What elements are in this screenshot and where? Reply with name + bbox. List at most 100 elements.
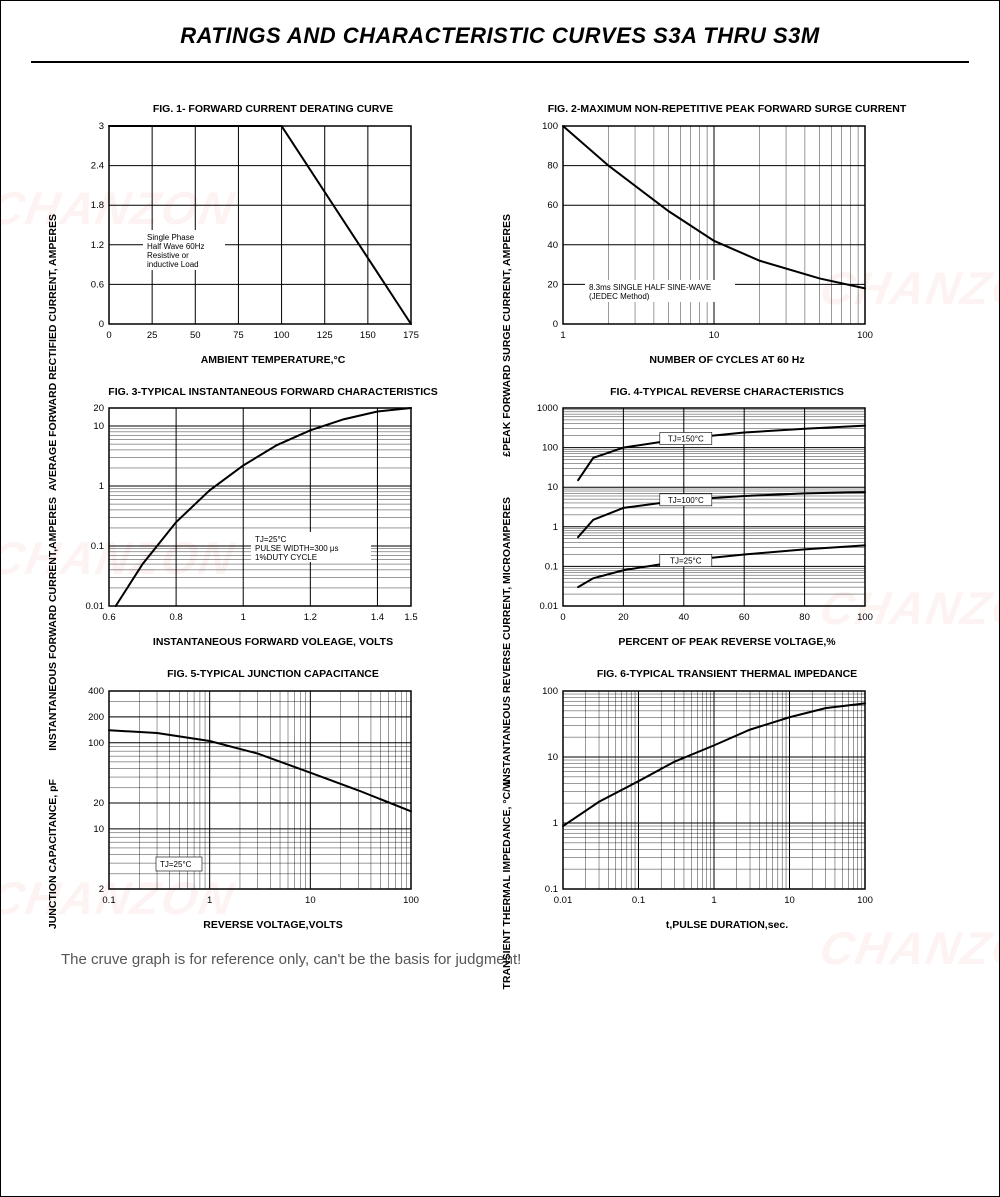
svg-text:1: 1 [241, 612, 246, 623]
svg-text:60: 60 [739, 612, 750, 623]
svg-text:0.1: 0.1 [632, 895, 645, 906]
fig3-ylabel: INSTANTANEOUS FORWARD CURRENT,AMPERES [47, 497, 59, 751]
fig4-ylabel: INSTANTANEOUS REVERSE CURRENT, MICROAMPE… [501, 497, 513, 785]
fig2-xlabel: NUMBER OF CYCLES AT 60 Hz [515, 354, 939, 366]
fig2-ylabel: £PEAK FORWARD SURGE CURRENT, AMPERES [501, 214, 513, 457]
datasheet-page: CHANZON CHANZON CHANZON CHANZON CHANZON … [0, 0, 1000, 1197]
fig3-xlabel: INSTANTANEOUS FORWARD VOLEAGE, VOLTS [61, 636, 485, 648]
fig6-chart: 0.11101000.010.1110100 [515, 685, 875, 915]
svg-text:0.8: 0.8 [170, 612, 183, 623]
svg-text:Single Phase: Single Phase [147, 233, 195, 242]
fig5-cell: FIG. 5-TYPICAL JUNCTION CAPACITANCE JUNC… [61, 668, 485, 931]
fig2-cell: FIG. 2-MAXIMUM NON-REPETITIVE PEAK FORWA… [515, 103, 939, 366]
fig4-cell: FIG. 4-TYPICAL REVERSE CHARACTERISTICS I… [515, 386, 939, 649]
svg-text:10: 10 [547, 482, 558, 493]
svg-text:0.6: 0.6 [91, 279, 104, 290]
page-title: RATINGS AND CHARACTERISTIC CURVES S3A TH… [31, 23, 969, 49]
fig3-chart: 0.010.1110200.60.811.21.41.5TJ=25°CPULSE… [61, 402, 421, 632]
svg-text:0: 0 [106, 330, 111, 341]
fig5-xlabel: REVERSE VOLTAGE,VOLTS [61, 919, 485, 931]
svg-text:TJ=25°C: TJ=25°C [670, 557, 702, 566]
svg-text:10: 10 [93, 421, 104, 432]
svg-text:100: 100 [88, 738, 104, 749]
svg-text:1.2: 1.2 [91, 239, 104, 250]
svg-text:100: 100 [542, 686, 558, 697]
svg-text:2: 2 [99, 884, 104, 895]
svg-text:75: 75 [233, 330, 244, 341]
svg-text:100: 100 [542, 443, 558, 454]
svg-text:175: 175 [403, 330, 419, 341]
svg-text:0.1: 0.1 [91, 541, 104, 552]
fig5-chart: 210201002004000.1110100TJ=25°C [61, 685, 421, 915]
svg-text:80: 80 [547, 160, 558, 171]
svg-text:25: 25 [147, 330, 158, 341]
svg-text:100: 100 [403, 895, 419, 906]
svg-text:100: 100 [274, 330, 290, 341]
svg-text:0: 0 [553, 319, 558, 330]
svg-text:0.01: 0.01 [540, 601, 559, 612]
svg-text:1000: 1000 [537, 403, 558, 414]
svg-text:(JEDEC Method): (JEDEC Method) [589, 292, 650, 301]
fig1-chart: 00.61.21.82.430255075100125150175Single … [61, 120, 421, 350]
svg-text:1.5: 1.5 [404, 612, 417, 623]
svg-text:1: 1 [711, 895, 716, 906]
svg-text:40: 40 [547, 239, 558, 250]
fig5-title: FIG. 5-TYPICAL JUNCTION CAPACITANCE [61, 668, 485, 681]
svg-text:3: 3 [99, 121, 104, 132]
svg-text:0.1: 0.1 [102, 895, 115, 906]
fig1-cell: FIG. 1- FORWARD CURRENT DERATING CURVE A… [61, 103, 485, 366]
fig4-title: FIG. 4-TYPICAL REVERSE CHARACTERISTICS [515, 386, 939, 399]
svg-text:Resistive or: Resistive or [147, 251, 189, 260]
svg-text:Half Wave 60Hz: Half Wave 60Hz [147, 242, 205, 251]
svg-text:1: 1 [560, 330, 565, 341]
svg-text:10: 10 [547, 752, 558, 763]
svg-text:10: 10 [305, 895, 316, 906]
svg-text:150: 150 [360, 330, 376, 341]
fig1-ylabel: AVERAGE FORWARD RECTIFIED CURRENT, AMPER… [47, 214, 59, 491]
svg-text:1: 1 [99, 481, 104, 492]
fig6-cell: FIG. 6-TYPICAL TRANSIENT THERMAL IMPEDAN… [515, 668, 939, 931]
svg-text:1.8: 1.8 [91, 200, 104, 211]
charts-grid: FIG. 1- FORWARD CURRENT DERATING CURVE A… [1, 63, 999, 941]
svg-text:TJ=100°C: TJ=100°C [668, 496, 704, 505]
svg-text:200: 200 [88, 712, 104, 723]
svg-text:1.4: 1.4 [371, 612, 384, 623]
svg-text:1: 1 [553, 818, 558, 829]
svg-text:PULSE WIDTH=300 μs: PULSE WIDTH=300 μs [255, 544, 339, 553]
svg-text:10: 10 [709, 330, 720, 341]
fig6-ylabel: TRANSIENT THERMAL IMPEDANCE, °C/W [501, 779, 513, 990]
svg-text:60: 60 [547, 200, 558, 211]
fig3-cell: FIG. 3-TYPICAL INSTANTANEOUS FORWARD CHA… [61, 386, 485, 649]
svg-text:40: 40 [679, 612, 690, 623]
svg-text:100: 100 [542, 121, 558, 132]
svg-text:20: 20 [547, 279, 558, 290]
svg-text:400: 400 [88, 686, 104, 697]
svg-text:50: 50 [190, 330, 201, 341]
svg-text:0.1: 0.1 [545, 562, 558, 573]
svg-text:100: 100 [857, 330, 873, 341]
svg-text:125: 125 [317, 330, 333, 341]
fig4-xlabel: PERCENT OF PEAK REVERSE VOLTAGE,% [515, 636, 939, 648]
title-bar: RATINGS AND CHARACTERISTIC CURVES S3A TH… [31, 11, 969, 63]
svg-text:TJ=25°C: TJ=25°C [255, 535, 287, 544]
svg-text:1%DUTY CYCLE: 1%DUTY CYCLE [255, 553, 317, 562]
svg-text:1.2: 1.2 [304, 612, 317, 623]
svg-text:20: 20 [93, 798, 104, 809]
svg-text:2.4: 2.4 [91, 160, 104, 171]
fig4-chart: 0.010.11101001000020406080100TJ=150°CTJ=… [515, 402, 875, 632]
fig1-xlabel: AMBIENT TEMPERATURE,°C [61, 354, 485, 366]
svg-text:0: 0 [560, 612, 565, 623]
svg-text:80: 80 [799, 612, 810, 623]
fig5-ylabel: JUNCTION CAPACITANCE, pF [47, 779, 59, 929]
svg-text:0.1: 0.1 [545, 884, 558, 895]
fig2-title: FIG. 2-MAXIMUM NON-REPETITIVE PEAK FORWA… [515, 103, 939, 116]
svg-text:10: 10 [93, 824, 104, 835]
fig2-chart: 0 20 40 60 80 100 1 10 100 8.3ms SINGLE HALF SINE… [515, 120, 875, 350]
svg-text:TJ=25°C: TJ=25°C [160, 860, 192, 869]
svg-text:8.3ms SINGLE HALF SINE-WAVE: 8.3ms SINGLE HALF SINE-WAVE [589, 283, 711, 292]
svg-text:inductive Load: inductive Load [147, 260, 199, 269]
fig6-xlabel: t,PULSE DURATION,sec. [515, 919, 939, 931]
svg-text:20: 20 [93, 403, 104, 414]
svg-text:1: 1 [553, 522, 558, 533]
svg-text:0.01: 0.01 [86, 601, 105, 612]
